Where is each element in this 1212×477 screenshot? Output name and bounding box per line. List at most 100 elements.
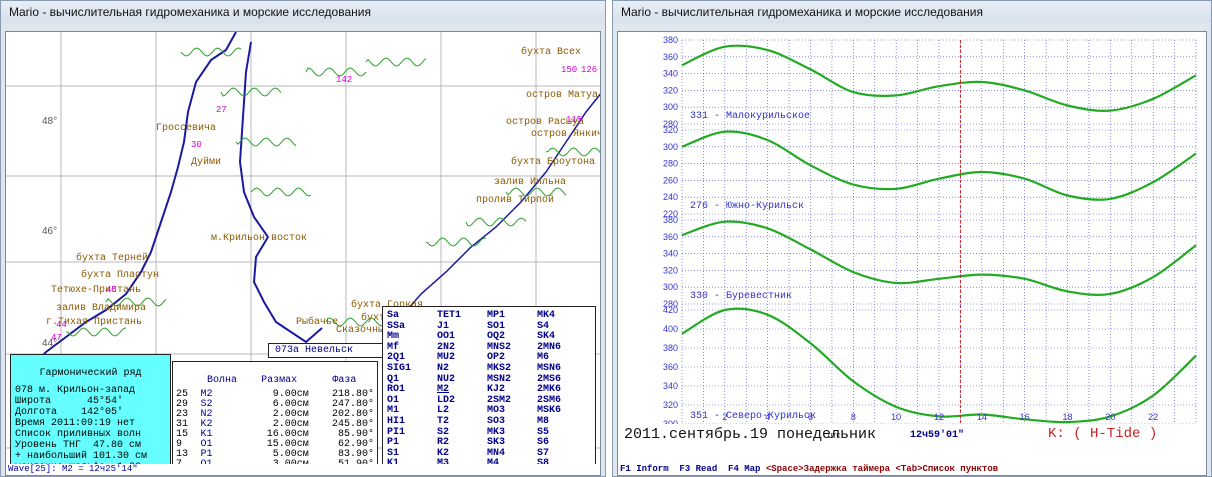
map-place-label[interactable]: бухта Пластун	[81, 268, 159, 281]
constituent-item[interactable]: SSa	[387, 320, 406, 332]
map-place-label[interactable]: Дуйми	[191, 156, 221, 168]
constituent-item[interactable]: PI1	[387, 426, 406, 438]
map-place-label[interactable]: бухта Всех	[521, 45, 581, 58]
constituent-item[interactable]: MSK6	[537, 405, 562, 417]
constituent-item[interactable]: LD2	[437, 394, 456, 406]
map-place-label[interactable]: Гроссевича	[156, 123, 216, 134]
constituent-item[interactable]: K1	[387, 459, 437, 470]
wave-row[interactable]: 13 P1 5.00см 83.90°	[173, 450, 377, 460]
constituent-item[interactable]: S6	[537, 437, 550, 449]
constituent-item[interactable]: Mm	[387, 331, 400, 343]
key-tab[interactable]: <Tab>Список пунктов	[895, 464, 999, 474]
constituent-item[interactable]: TET1	[437, 310, 462, 321]
map-place-label[interactable]: Тетюхе-Пристань	[51, 285, 141, 296]
constituent-item[interactable]: 2MN6	[537, 341, 562, 353]
map-place-label[interactable]: бухта Терней	[76, 251, 148, 264]
map-place-label[interactable]: м.Крильон-восток	[211, 233, 307, 244]
station-label[interactable]: 276 - Южно-Курильск	[690, 201, 804, 212]
map-place-label[interactable]: Рыбачье	[296, 315, 338, 328]
map-canvas[interactable]: бухта Всех остров Матуа остров Расшуаостро…	[6, 32, 601, 476]
constituent-item[interactable]: NU2	[437, 373, 456, 385]
key-f4[interactable]: F4 Map	[728, 464, 761, 474]
map-place-label[interactable]: остров Янкича	[531, 129, 601, 140]
map-view[interactable]: бухта Всех остров Матуа остров Расшуа остро…	[5, 31, 601, 476]
station-number[interactable]: 150	[561, 65, 577, 75]
constituent-item[interactable]: MKS2	[487, 362, 512, 374]
constituent-item[interactable]: M6	[537, 352, 550, 364]
key-f1[interactable]: F1 Inform	[620, 464, 669, 474]
key-space[interactable]: <Space>Задержка таймера	[765, 464, 891, 474]
constituent-item[interactable]: R2	[437, 437, 450, 449]
constituent-item[interactable]: S2	[437, 426, 450, 438]
wave-row[interactable]: 29 S2 6.00см 247.80°	[173, 400, 377, 410]
constituent-item[interactable]: MSN2	[487, 373, 512, 385]
map-place-label[interactable]: бухта Броутона	[511, 155, 595, 168]
constituent-item[interactable]: S5	[537, 426, 550, 438]
station-label-neelsk[interactable]: 073а Невельск	[268, 343, 384, 358]
constituent-item[interactable]: 2Q1	[387, 352, 406, 364]
constituent-item[interactable]: S4	[537, 320, 550, 332]
constituent-item[interactable]: OO1	[437, 331, 456, 343]
tide-chart[interactable]: 380 360 340 320 300 280 331 - Малокурильское 32…	[618, 32, 1207, 426]
constituent-item[interactable]: MK4	[537, 310, 556, 321]
constituent-item[interactable]: T2	[437, 415, 450, 427]
constituent-item[interactable]: S1	[387, 447, 400, 459]
constituent-item[interactable]: S7	[537, 447, 550, 459]
constituent-item[interactable]: MU2	[437, 352, 456, 364]
constituent-item[interactable]: L2	[437, 405, 450, 417]
station-number[interactable]: 45	[106, 285, 117, 295]
station-number[interactable]: 44	[56, 320, 67, 330]
constituent-item[interactable]: RO1	[387, 384, 406, 396]
constituent-item[interactable]: KJ2	[487, 384, 506, 396]
key-f3[interactable]: F3 Read	[679, 464, 718, 474]
constituent-item[interactable]: 2MS6	[537, 373, 562, 385]
constituent-item[interactable]: MSN6	[537, 362, 562, 374]
map-place-label[interactable]: остров Матуа	[526, 90, 598, 101]
station-number[interactable]: 142	[336, 75, 352, 85]
constituent-item[interactable]: Sa	[387, 310, 400, 321]
constituent-item[interactable]: M3	[437, 459, 487, 470]
constituent-item[interactable]: Q1	[387, 373, 400, 385]
constituent-item[interactable]: 2MK6	[537, 384, 562, 396]
constituent-item[interactable]: MP1	[487, 310, 506, 321]
station-label[interactable]: 351 - Северо-Курильск	[690, 411, 816, 422]
constituent-item[interactable]: MNS2	[487, 341, 512, 353]
constituent-item[interactable]: MN4	[487, 447, 506, 459]
map-place-label[interactable]: г.Тихая Пристань	[46, 317, 142, 328]
constituent-item[interactable]: 2SM6	[537, 394, 562, 406]
map-place-label[interactable]: пролив Тирпой	[476, 194, 554, 206]
constituent-item[interactable]: J1	[437, 320, 450, 332]
station-number[interactable]: 126	[581, 65, 597, 75]
map-place-label[interactable]: остров Расшуа	[506, 117, 584, 128]
constituents-panel[interactable]: Sa TET1 MP1 MK4 SSa J1 SO1 S4 Mm OO1 OQ2 SK4 Mf 2N2 MN…	[382, 306, 596, 475]
tide-chart-view[interactable]: 380 360 340 320 300 280 331 - Малокурильское 32…	[617, 31, 1207, 476]
wave-row[interactable]: 31 K2 2.00см 245.80°	[173, 420, 377, 430]
station-label[interactable]: 331 - Малокурильское	[690, 111, 810, 122]
constituent-item[interactable]: M4	[487, 459, 537, 470]
constituent-item[interactable]: S8	[537, 459, 587, 470]
constituent-item[interactable]: MO3	[487, 405, 506, 417]
constituent-item[interactable]: Mf	[387, 341, 400, 353]
wave-row[interactable]: 15 K1 16.00см 85.90°	[173, 430, 377, 440]
wave-row[interactable]: 23 N2 2.00см 202.80°	[173, 410, 377, 420]
station-number[interactable]: 47	[51, 333, 62, 343]
constituent-item[interactable]: SIG1	[387, 362, 412, 374]
constituent-item[interactable]: K2	[437, 447, 450, 459]
station-number[interactable]: 30	[191, 140, 202, 150]
constituent-item[interactable]: MK3	[487, 426, 506, 438]
wave-row[interactable]: 9 O1 15.00см 62.90°	[173, 440, 377, 450]
map-place-label[interactable]: Сказочный	[336, 324, 390, 336]
constituent-item[interactable]: OP2	[487, 352, 506, 364]
wave-row[interactable]: 25 M2 9.00см 218.80°	[173, 390, 377, 400]
station-label[interactable]: 330 - Буревестник	[690, 291, 792, 302]
constituent-item[interactable]: SK3	[487, 437, 506, 449]
constituent-item[interactable]: N2	[437, 362, 450, 374]
constituent-item[interactable]: HI1	[387, 415, 406, 427]
constituent-item[interactable]: SO3	[487, 415, 506, 427]
map-place-label[interactable]: залив Иильна	[494, 177, 566, 188]
station-number[interactable]: 115	[566, 115, 582, 125]
station-number[interactable]: 27	[216, 105, 227, 115]
constituent-item[interactable]: 2N2	[437, 341, 456, 353]
constituent-item[interactable]: P1	[387, 437, 400, 449]
constituent-item[interactable]: 2SM2	[487, 394, 512, 406]
